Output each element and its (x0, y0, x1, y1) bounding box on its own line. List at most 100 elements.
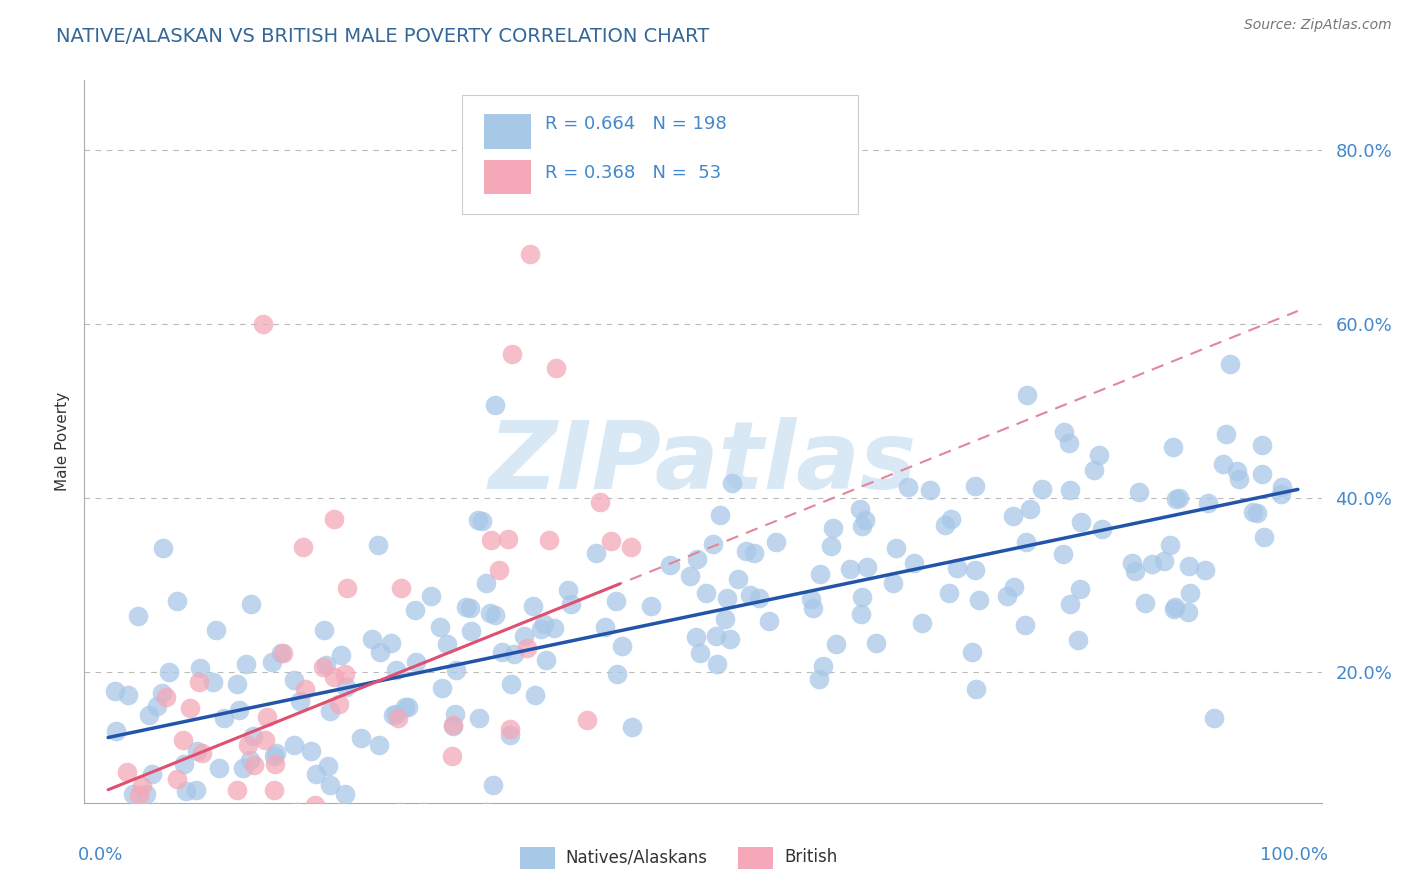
Point (270, 646, 292, 660)
Point (131, 779, 153, 793)
Point (145, 699, 167, 714)
Point (702, 537, 724, 551)
Point (911, 615, 934, 630)
Point (1227, 472, 1250, 486)
Point (849, 502, 872, 516)
Point (335, 680, 357, 694)
Point (512, 629, 534, 643)
Point (271, 646, 294, 660)
Point (174, 784, 197, 798)
Point (380, 636, 402, 650)
Point (389, 805, 412, 819)
Point (491, 645, 513, 659)
Point (299, 744, 322, 758)
Point (813, 659, 835, 673)
Point (1123, 564, 1146, 578)
Point (396, 700, 419, 714)
Point (534, 653, 557, 667)
FancyBboxPatch shape (484, 160, 531, 194)
Point (1052, 547, 1074, 561)
Point (208, 761, 231, 775)
Point (186, 744, 208, 758)
Point (311, 660, 333, 674)
Point (458, 601, 481, 615)
Point (1002, 580, 1025, 594)
Point (484, 398, 506, 412)
Point (499, 723, 522, 737)
Point (620, 541, 643, 555)
Point (963, 563, 986, 577)
Point (727, 572, 749, 586)
Point (288, 694, 311, 708)
Point (686, 551, 709, 566)
Point (256, 710, 278, 724)
Point (481, 778, 503, 792)
Point (1069, 582, 1091, 596)
Point (1215, 426, 1237, 441)
Point (294, 681, 316, 696)
Point (820, 539, 842, 553)
Point (903, 556, 925, 570)
Point (1121, 556, 1143, 570)
Point (323, 512, 346, 526)
Point (1128, 484, 1150, 499)
Point (1270, 487, 1292, 501)
Point (441, 718, 464, 732)
Point (316, 759, 339, 773)
Point (530, 622, 553, 636)
Point (335, 666, 357, 681)
Point (475, 575, 498, 590)
Point (468, 711, 491, 725)
Point (1246, 506, 1268, 520)
Point (620, 720, 643, 734)
Point (1019, 501, 1042, 516)
Point (758, 614, 780, 628)
Point (1219, 357, 1241, 371)
Point (191, 746, 214, 760)
Point (995, 589, 1018, 603)
Point (855, 560, 877, 574)
Point (557, 582, 579, 597)
Point (152, 541, 174, 556)
Point (1212, 458, 1234, 472)
Point (689, 646, 711, 660)
Point (412, 805, 434, 819)
Point (1070, 515, 1092, 529)
Point (1250, 467, 1272, 481)
Point (420, 589, 443, 603)
Point (1015, 535, 1038, 549)
Text: R = 0.368   N =  53: R = 0.368 N = 53 (544, 164, 721, 182)
Text: British: British (785, 848, 838, 866)
Point (718, 632, 741, 646)
Point (132, 805, 155, 819)
Point (939, 512, 962, 526)
Point (336, 581, 359, 595)
Point (138, 708, 160, 723)
Point (143, 805, 166, 819)
FancyBboxPatch shape (484, 114, 531, 149)
Point (263, 782, 285, 797)
Point (965, 478, 987, 492)
Point (1140, 557, 1163, 571)
Point (179, 701, 201, 715)
Point (443, 707, 465, 722)
Point (851, 519, 873, 533)
Point (304, 798, 326, 813)
Point (252, 317, 274, 331)
Point (166, 594, 188, 608)
Point (519, 247, 541, 261)
Point (851, 607, 873, 621)
Point (960, 645, 983, 659)
Point (823, 520, 845, 534)
Point (499, 728, 522, 742)
Point (1153, 553, 1175, 567)
Point (1271, 480, 1294, 494)
Point (967, 593, 990, 607)
Point (640, 599, 662, 614)
Point (471, 514, 494, 528)
Point (319, 705, 342, 719)
Point (382, 707, 405, 722)
Point (1057, 436, 1080, 450)
Point (283, 739, 305, 753)
Point (405, 655, 427, 669)
